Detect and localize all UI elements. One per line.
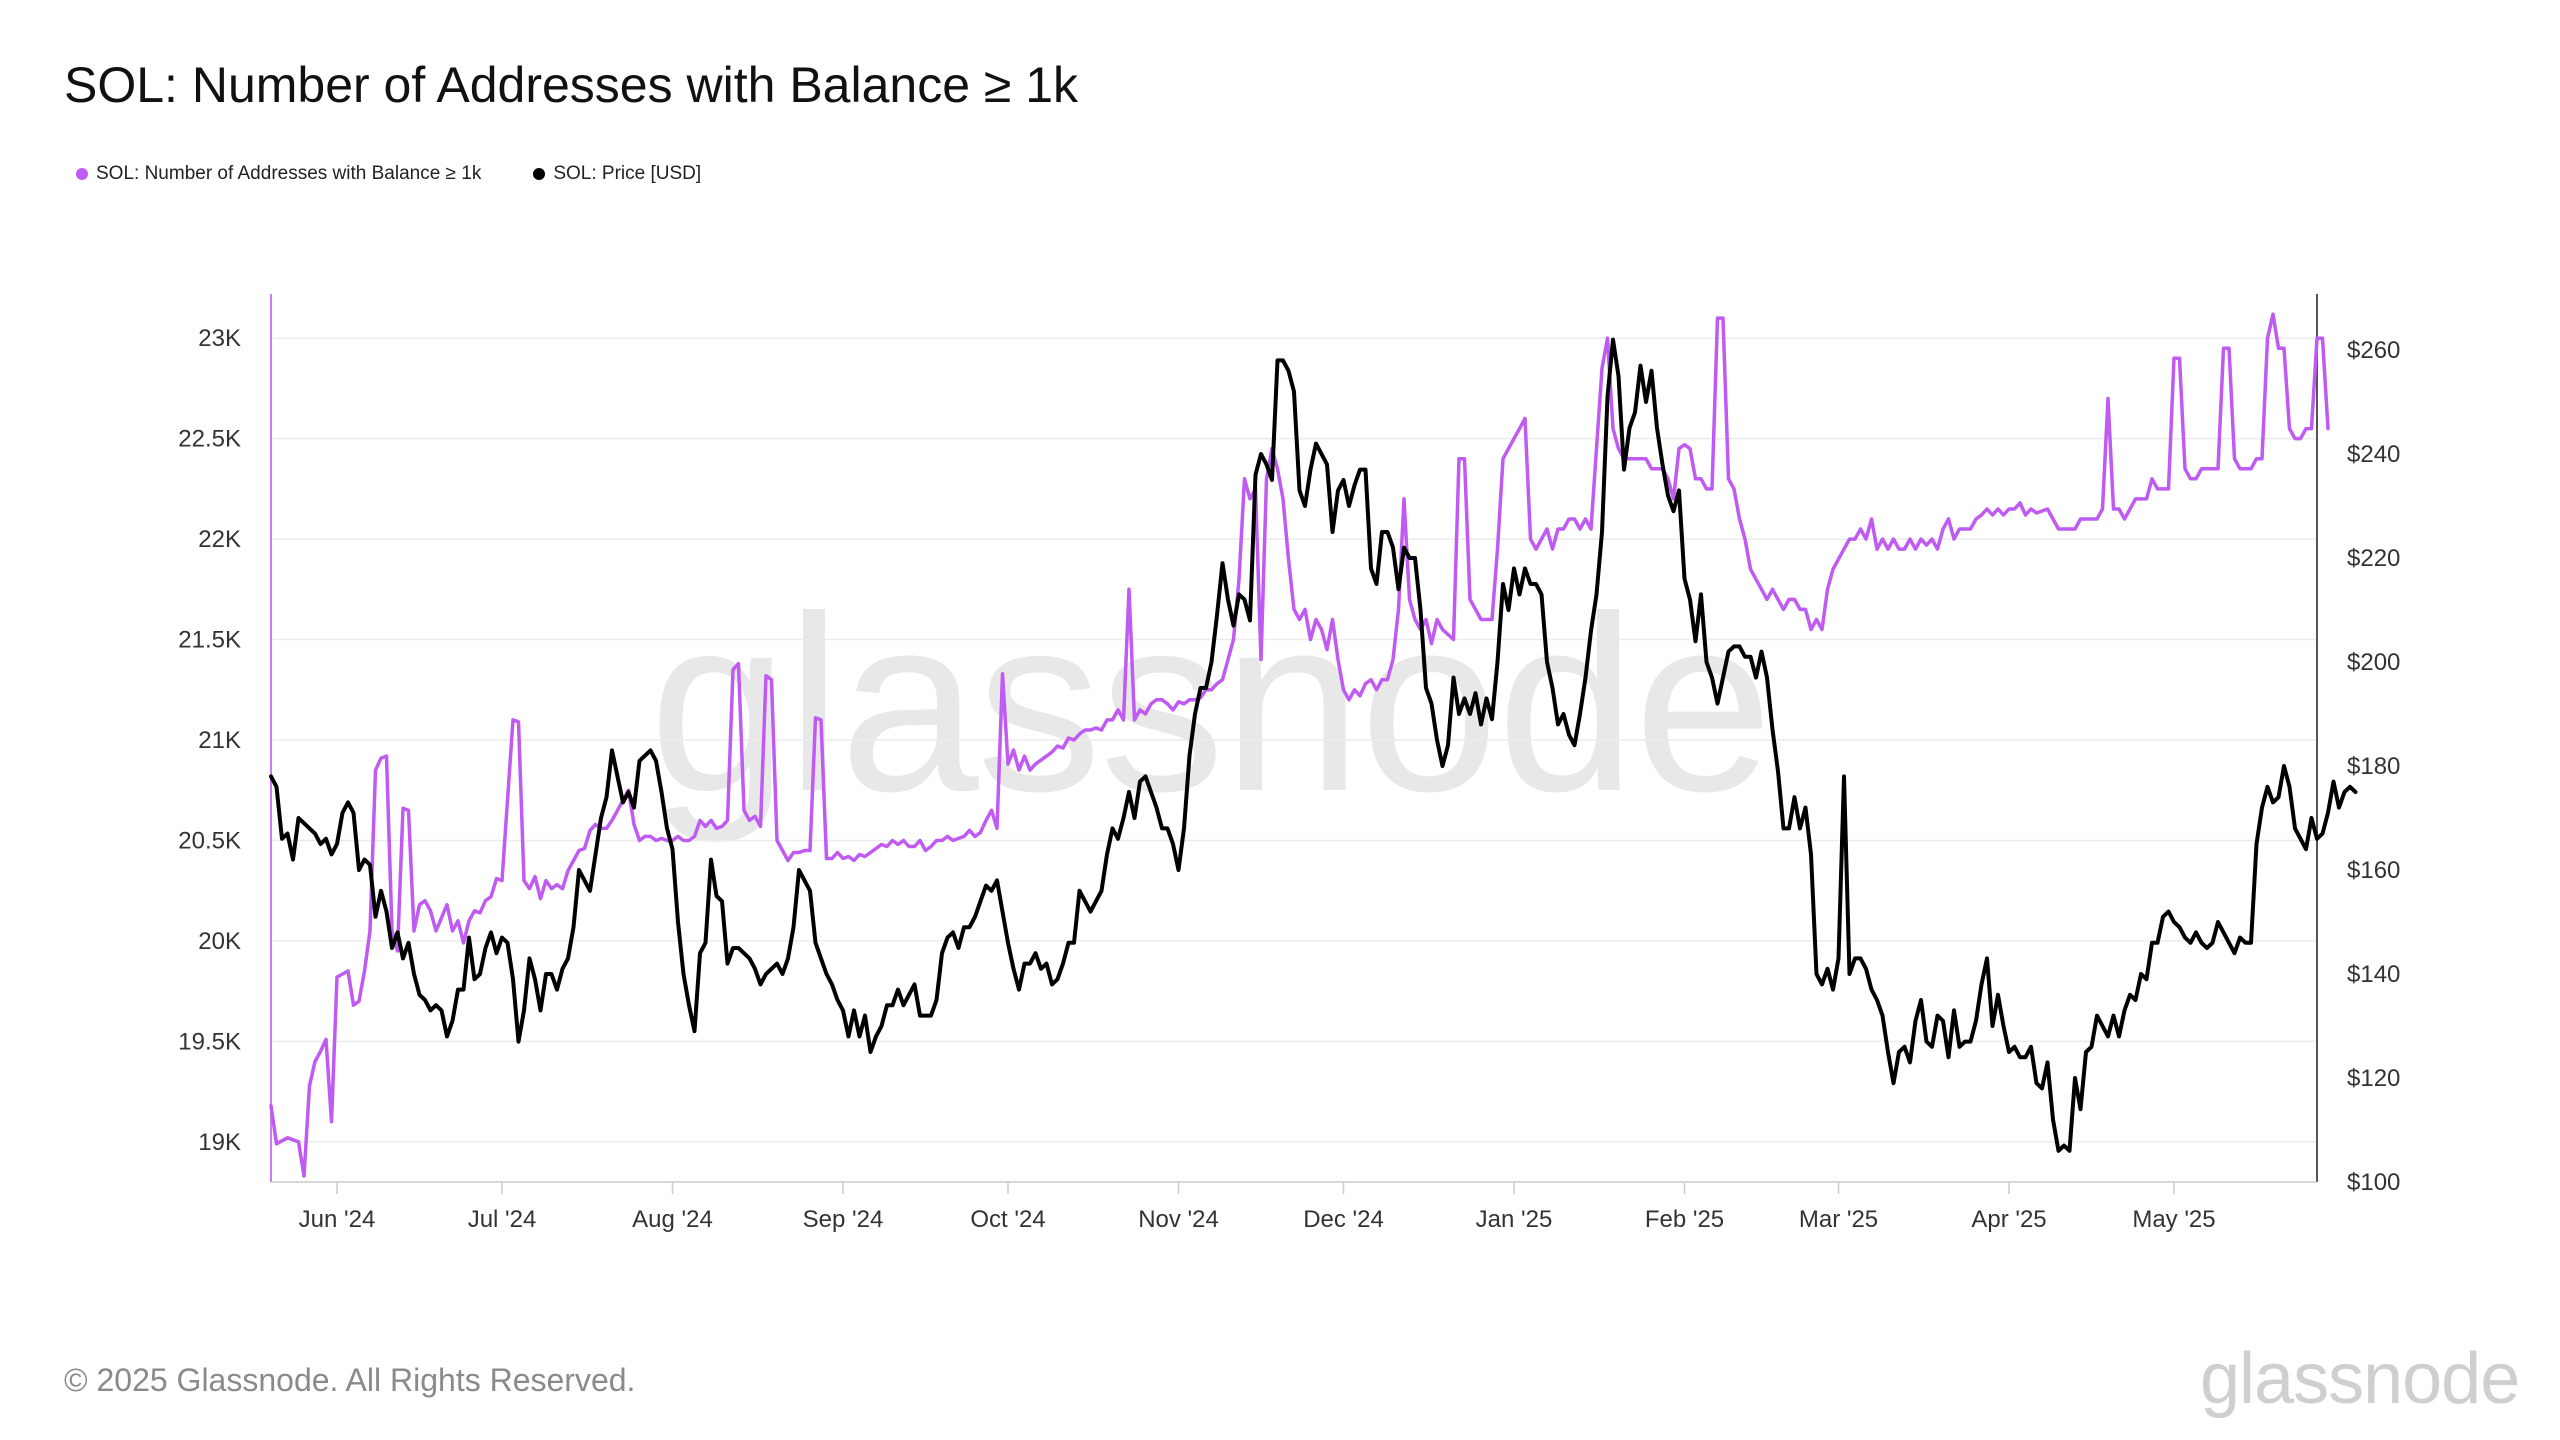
y-left-tick-label: 22.5K [178,426,241,453]
y-left-tick-label: 21K [198,727,241,754]
series-line-price[interactable] [269,337,2358,1153]
y-right-tick-label: $180 [2347,753,2400,780]
x-tick-label: May '25 [2132,1206,2215,1233]
y-left-tick-label: 20K [198,928,241,955]
y-left-tick-label: 19K [198,1129,241,1156]
axes: 19K 19.5K 20K 20.5K 21K 21.5K 22K 22.5K 23K $100 $… [178,294,2400,1233]
x-tick-label: Jun '24 [299,1206,376,1233]
y-right-tick-label: $100 [2347,1169,2400,1196]
y-right-tick-label: $140 [2347,961,2400,988]
copyright-text: © 2025 Glassnode. All Rights Reserved. [64,1362,636,1398]
x-tick-label: Oct '24 [970,1206,1045,1233]
y-right-tick-label: $120 [2347,1065,2400,1092]
series-layer [269,312,2358,1178]
x-tick-label: Jul '24 [468,1206,537,1233]
x-tick-label: Aug '24 [632,1206,713,1233]
x-tick-label: Nov '24 [1138,1206,1219,1233]
y-right-tick-label: $220 [2347,545,2400,572]
legend: SOL: Number of Addresses with Balance ≥ … [76,163,701,185]
y-right-tick-label: $260 [2347,337,2400,364]
x-tick-label: Sep '24 [803,1206,884,1233]
y-left-tick-label: 20.5K [178,827,241,854]
chart-watermark: glassnode [649,564,1771,843]
x-tick-label: Dec '24 [1303,1206,1384,1233]
x-tick-label: Apr '25 [1971,1206,2046,1233]
gridlines [271,337,2317,1143]
legend-label-addresses: SOL: Number of Addresses with Balance ≥ … [96,163,482,184]
x-tick-label: Feb '25 [1645,1206,1724,1233]
y-left-tick-label: 21.5K [178,627,241,654]
y-right-tick-label: $240 [2347,441,2400,468]
chart-title: SOL: Number of Addresses with Balance ≥ … [64,57,1079,113]
y-left-tick-label: 23K [198,325,241,352]
y-left-tick-label: 22K [198,526,241,553]
legend-dot-price [533,168,546,180]
y-left-tick-label: 19.5K [178,1028,241,1055]
series-line-addresses[interactable] [269,312,2330,1178]
y-right-tick-label: $160 [2347,857,2400,884]
x-tick-label: Mar '25 [1799,1206,1878,1233]
legend-item-addresses[interactable]: SOL: Number of Addresses with Balance ≥ … [76,163,481,185]
legend-item-price[interactable]: SOL: Price [USD] [533,163,701,185]
y-right-tick-label: $200 [2347,649,2400,676]
legend-dot-addresses [76,168,88,180]
brand-logo: glassnode [2200,1339,2520,1419]
legend-label-price: SOL: Price [USD] [553,163,702,184]
x-tick-label: Jan '25 [1476,1206,1553,1233]
